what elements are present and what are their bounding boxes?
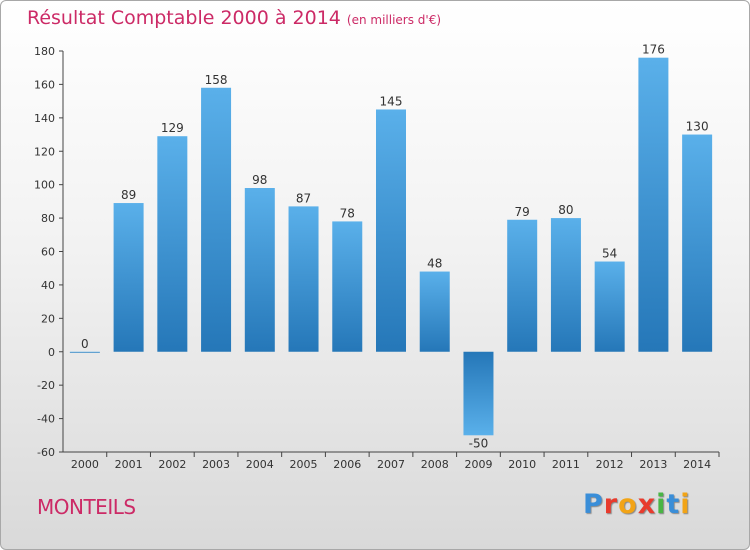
bar-value-label: 80 bbox=[558, 203, 573, 217]
logo-letter: i bbox=[680, 489, 691, 520]
bar bbox=[463, 351, 494, 436]
bar-value-label: 48 bbox=[427, 257, 442, 271]
bar bbox=[288, 206, 319, 352]
bar bbox=[69, 351, 100, 353]
bar-value-label: 87 bbox=[296, 191, 311, 205]
title-unit: (en milliers d'€) bbox=[346, 13, 442, 27]
y-tick-label: 120 bbox=[34, 145, 55, 158]
y-tick-label: 20 bbox=[41, 312, 55, 325]
y-tick-label: -20 bbox=[37, 379, 55, 392]
bar-value-label: 98 bbox=[252, 173, 267, 187]
y-tick-label: 40 bbox=[41, 279, 55, 292]
x-tick-label: 2012 bbox=[596, 458, 624, 471]
logo-letter: x bbox=[637, 489, 657, 520]
x-tick-label: 2008 bbox=[421, 458, 449, 471]
y-tick-label: 80 bbox=[41, 212, 55, 225]
logo-letter: t bbox=[666, 489, 681, 520]
chart-title: Résultat Comptable 2000 à 2014 (en millie… bbox=[27, 7, 441, 29]
bar-value-label: 79 bbox=[515, 205, 530, 219]
bar-value-label: 54 bbox=[602, 247, 617, 261]
y-tick-label: -60 bbox=[37, 446, 55, 459]
bar-value-label: 158 bbox=[205, 73, 228, 87]
y-tick-label: 60 bbox=[41, 246, 55, 259]
title-text: Résultat Comptable 2000 à 2014 bbox=[27, 7, 341, 29]
bar-value-label: -50 bbox=[469, 436, 489, 450]
logo-letter: r bbox=[603, 489, 619, 520]
y-tick-label: -40 bbox=[37, 413, 55, 426]
bar-value-label: 129 bbox=[161, 121, 184, 135]
logo-letter: i bbox=[656, 489, 667, 520]
bar bbox=[376, 109, 406, 352]
bar-value-label: 145 bbox=[380, 94, 403, 108]
x-tick-label: 2007 bbox=[377, 458, 405, 471]
bar-value-label: 130 bbox=[686, 120, 709, 134]
logo-letter: o bbox=[618, 489, 638, 520]
bar bbox=[594, 261, 625, 352]
bar bbox=[332, 221, 363, 352]
bar bbox=[507, 219, 538, 352]
x-tick-label: 2011 bbox=[552, 458, 580, 471]
proxiti-logo: Proxiti bbox=[583, 489, 691, 520]
y-tick-label: 0 bbox=[48, 346, 55, 359]
y-tick-label: 140 bbox=[34, 112, 55, 125]
bar-value-label: 78 bbox=[340, 206, 355, 220]
x-tick-label: 2004 bbox=[246, 458, 274, 471]
x-tick-label: 2001 bbox=[115, 458, 143, 471]
x-tick-label: 2010 bbox=[508, 458, 536, 471]
y-tick-label: 160 bbox=[34, 78, 55, 91]
x-tick-label: 2006 bbox=[333, 458, 361, 471]
x-tick-label: 2003 bbox=[202, 458, 230, 471]
bar-value-label: 0 bbox=[81, 337, 89, 351]
bar-value-label: 89 bbox=[121, 188, 136, 202]
x-tick-label: 2013 bbox=[639, 458, 667, 471]
town-name: MONTEILS bbox=[37, 495, 136, 519]
bar bbox=[201, 87, 232, 352]
logo-letter: P bbox=[583, 489, 604, 520]
x-tick-label: 2009 bbox=[464, 458, 492, 471]
x-tick-label: 2002 bbox=[158, 458, 186, 471]
bar bbox=[113, 203, 144, 352]
y-tick-label: 100 bbox=[34, 179, 55, 192]
x-tick-label: 2005 bbox=[290, 458, 318, 471]
x-tick-label: 2000 bbox=[71, 458, 99, 471]
bar bbox=[638, 57, 669, 352]
bar-value-label: 176 bbox=[642, 43, 665, 57]
x-tick-label: 2014 bbox=[683, 458, 711, 471]
bar bbox=[419, 271, 450, 352]
bar bbox=[550, 218, 581, 352]
y-tick-label: 180 bbox=[34, 45, 55, 58]
bar bbox=[244, 188, 275, 352]
bar bbox=[682, 134, 713, 352]
bar bbox=[157, 136, 188, 352]
